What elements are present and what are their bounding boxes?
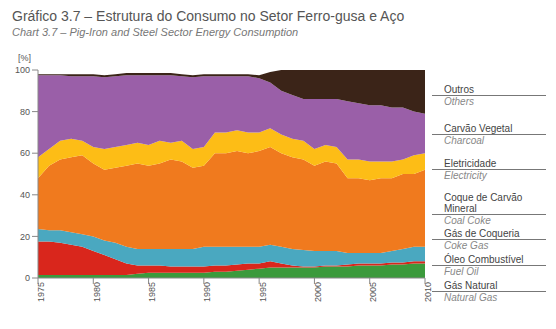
svg-text:2000: 2000	[313, 282, 323, 302]
html-text:Gráfico 3.7 – Estrutura do Con: Gráfico 3.7 – Estrutura do Consumo no Se…	[12, 8, 405, 24]
html-text:Chart 3.7 – Pig-Iron and Steel: Chart 3.7 – Pig-Iron and Steel Sector En…	[12, 26, 299, 38]
html-text:Coque de Carvão Mineral: Coque de Carvão Mineral	[444, 192, 523, 214]
html-text:Natural Gas: Natural Gas	[444, 292, 498, 303]
html-text:Electricity: Electricity	[444, 170, 487, 181]
html-text:Carvão Vegetal: Carvão Vegetal	[444, 123, 513, 134]
html-text:Eletricidade: Eletricidade	[444, 158, 497, 169]
svg-text:100: 100	[15, 65, 30, 75]
svg-text:1990: 1990	[202, 282, 212, 302]
svg-text:0: 0	[25, 273, 30, 283]
svg-text:1985: 1985	[147, 282, 157, 302]
svg-text:80: 80	[20, 107, 30, 117]
svg-text:1995: 1995	[258, 282, 268, 302]
html-text:Coal Coke: Coal Coke	[444, 215, 491, 226]
html-text:Óleo Combustível: Óleo Combustível	[444, 254, 524, 265]
html-text:Others: Others	[444, 96, 474, 107]
svg-text:20: 20	[20, 232, 30, 242]
html-text:Charcoal: Charcoal	[444, 135, 484, 146]
svg-text:1975: 1975	[36, 282, 46, 302]
svg-text:1980: 1980	[92, 282, 102, 302]
html-text:Fuel Oil: Fuel Oil	[444, 266, 479, 277]
svg-text:2005: 2005	[368, 282, 378, 302]
html-text:Coke Gas: Coke Gas	[444, 240, 489, 251]
html-text:Outros: Outros	[444, 84, 474, 95]
html-text:Gás de Coqueria: Gás de Coqueria	[444, 228, 520, 239]
svg-text:60: 60	[20, 148, 30, 158]
html-text:Gás Natural: Gás Natural	[444, 280, 498, 291]
svg-text:40: 40	[20, 190, 30, 200]
